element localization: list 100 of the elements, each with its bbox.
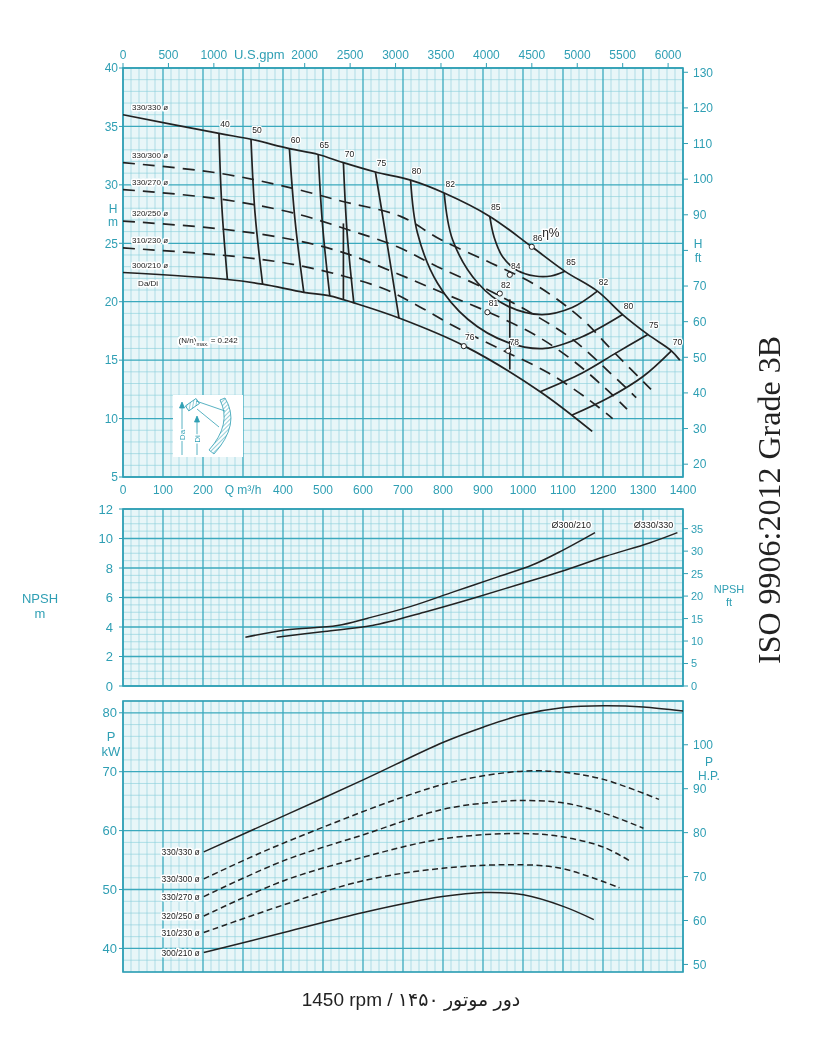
- y2-tick-label: 50: [693, 350, 707, 365]
- y-tick-label: 10: [98, 531, 113, 547]
- y2-tick-label: 20: [691, 590, 704, 603]
- x-tick-label: 1200: [589, 483, 617, 497]
- y2-tick-label: 70: [693, 279, 707, 294]
- annotation: 82: [445, 179, 456, 190]
- series-label: 300/210 ø: [161, 947, 200, 958]
- y2-tick-label: 120: [693, 101, 714, 116]
- y-tick-label: 20: [104, 295, 119, 310]
- annotation: 50: [252, 125, 262, 136]
- y-tick-label: 70: [102, 764, 117, 780]
- annotation: 80: [623, 300, 634, 311]
- annotation: 85: [491, 202, 501, 213]
- y-tick-label: 2: [105, 649, 113, 665]
- x2-axis-title: U.S.gpm: [233, 47, 285, 62]
- x2-tick-label: 4500: [518, 48, 546, 62]
- y-axis-title: P kW: [101, 729, 122, 760]
- y2-tick-label: 80: [693, 825, 707, 840]
- x-tick-label: 1100: [550, 483, 577, 497]
- y2-tick-label: 130: [693, 65, 714, 80]
- annotation: 76: [465, 332, 475, 343]
- x-tick-label: 800: [432, 483, 454, 497]
- y2-tick-label: 50: [693, 957, 707, 972]
- y2-axis-title: NPSH ft: [713, 583, 745, 608]
- annotation: 86: [533, 232, 543, 243]
- x2-tick-label: 6000: [654, 48, 682, 62]
- y2-tick-label: 35: [691, 522, 704, 535]
- x-tick-label: 600: [352, 483, 374, 497]
- series-label: 330/330 ø: [132, 102, 169, 112]
- y2-tick-label: 5: [691, 657, 698, 670]
- y-axis-title: H m: [108, 201, 118, 230]
- y2-tick-label: 100: [693, 738, 714, 753]
- y-tick-label: 40: [104, 61, 119, 76]
- y2-tick-label: 25: [691, 567, 704, 580]
- y-tick-label: 40: [102, 941, 117, 957]
- x2-tick-label: 5000: [563, 48, 591, 62]
- x-tick-label: 400: [272, 483, 294, 497]
- annotation: Da/Di: [138, 279, 159, 288]
- y-tick-label: 0: [105, 678, 113, 694]
- y2-tick-label: 30: [691, 545, 704, 558]
- annotation: 80: [411, 166, 422, 177]
- y2-tick-label: 30: [693, 421, 707, 436]
- y-tick-label: 80: [102, 705, 117, 721]
- y2-tick-label: 60: [693, 913, 707, 928]
- y-tick-label: 25: [104, 236, 119, 251]
- y2-tick-label: 20: [693, 457, 707, 472]
- x2-tick-label: 4000: [473, 48, 501, 62]
- y-tick-label: 10: [104, 411, 119, 426]
- y-tick-label: 50: [102, 882, 117, 898]
- y2-tick-label: 15: [691, 612, 704, 625]
- annotation: 75: [649, 320, 659, 331]
- y2-tick-label: 90: [693, 208, 707, 223]
- x-tick-label: 900: [472, 483, 494, 497]
- x-tick-label: 500: [312, 483, 334, 497]
- y-tick-label: 12: [98, 501, 113, 517]
- series-label: Ø330/330: [633, 519, 674, 530]
- x-tick-label: 1000: [509, 483, 537, 497]
- x2-tick-label: 2500: [336, 48, 364, 62]
- x-tick-label: 100: [152, 483, 174, 497]
- annotation: 75: [376, 158, 387, 168]
- annotation: 85: [566, 257, 576, 268]
- series-label: 330/330 ø: [161, 846, 200, 857]
- series-label: Ø300/210: [551, 519, 591, 530]
- x2-tick-label: 1000: [200, 48, 228, 62]
- y-tick-label: 6: [105, 590, 113, 606]
- y2-tick-label: 10: [691, 635, 704, 647]
- annotation: 70: [672, 336, 683, 347]
- x2-tick-label: 3500: [427, 48, 455, 62]
- annotation: 60: [290, 134, 301, 145]
- annotation: 65: [319, 140, 330, 151]
- x2-tick-label: 2000: [291, 48, 319, 62]
- x-axis-title: Q m³/h: [224, 483, 262, 497]
- annotation: Di: [192, 435, 202, 443]
- series-label: 320/250 ø: [161, 911, 200, 922]
- annotation: 82: [501, 279, 511, 290]
- y-tick-label: 60: [102, 823, 117, 839]
- series-label: 330/300 ø: [132, 150, 169, 160]
- series-label: 320/250 ø: [132, 209, 169, 219]
- y2-tick-label: 110: [693, 136, 713, 151]
- annotation: 70: [344, 148, 355, 159]
- x-tick-label: 1300: [629, 483, 657, 497]
- y-tick-label: 8: [105, 560, 113, 576]
- text: ISO 9906:2012 Grade 3B: [751, 336, 788, 664]
- y2-axis-title: H ft: [693, 236, 703, 265]
- y2-tick-label: 70: [693, 869, 707, 884]
- x-tick-label: 700: [392, 483, 414, 497]
- annotation: 82: [598, 277, 609, 288]
- y-tick-label: 30: [104, 178, 119, 193]
- x-tick-label: 200: [192, 483, 214, 497]
- series-label: 310/230 ø: [132, 235, 169, 245]
- x2-tick-label: 3000: [382, 48, 410, 62]
- x2-tick-label: 5500: [609, 48, 637, 62]
- impeller-diagram: Da Di: [173, 395, 243, 457]
- y2-tick-label: 90: [693, 782, 707, 797]
- series-label: 330/270 ø: [161, 891, 200, 902]
- annotation: Da: [177, 429, 187, 441]
- y2-tick-label: 0: [691, 679, 698, 692]
- series-label: 310/230 ø: [161, 927, 200, 938]
- y-tick-label: 15: [104, 353, 119, 368]
- y-tick-label: 5: [111, 470, 119, 485]
